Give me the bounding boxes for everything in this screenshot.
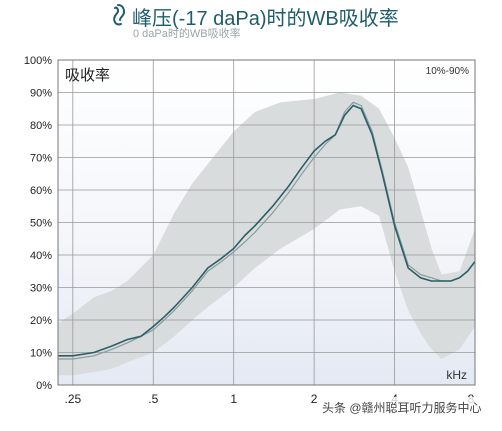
- y-tick-label: 50%: [30, 218, 52, 230]
- y-tick-label: 40%: [30, 250, 52, 262]
- y-tick-label: 90%: [30, 88, 52, 100]
- y-tick-label: 0%: [36, 380, 52, 392]
- y-tick-label: 10%: [30, 348, 52, 360]
- watermark: 头条 @赣州聪耳听力服务中心: [318, 397, 486, 418]
- x-axis-label: kHz: [446, 368, 467, 382]
- reference-series-line: [58, 101, 476, 360]
- x-tick-label: .5: [148, 392, 158, 406]
- chart-subtitle: 0 daPa时的WB吸收率: [133, 28, 241, 40]
- y-tick-label: 30%: [30, 283, 52, 295]
- y-tick-label: 80%: [30, 120, 52, 132]
- y-tick-label: 60%: [30, 185, 52, 197]
- plot-frame: [57, 59, 476, 386]
- y-tick-label: 100%: [24, 55, 52, 67]
- absorbance-chart: 0% 10% 20% 30% 40% 50% 60% 70% 80% 90% 100% .25 .5 1 2…: [24, 55, 476, 406]
- measured-series-line: [58, 104, 476, 357]
- y-axis-label: 吸收率: [65, 67, 110, 84]
- chart-header: 峰压(-17 daPa)时的WB吸收率 0 daPa时的WB吸收率: [0, 0, 502, 46]
- x-tick-label: 2: [311, 392, 318, 406]
- band-label: 10%-90%: [426, 66, 469, 77]
- x-tick-label: .25: [64, 392, 81, 406]
- y-tick-label: 70%: [30, 153, 52, 165]
- chart-title: 峰压(-17 daPa)时的WB吸收率: [132, 8, 399, 30]
- normative-band: [58, 92, 475, 376]
- y-tick-label: 20%: [30, 315, 52, 327]
- x-tick-label: 1: [230, 392, 237, 406]
- ear-icon: [113, 4, 126, 26]
